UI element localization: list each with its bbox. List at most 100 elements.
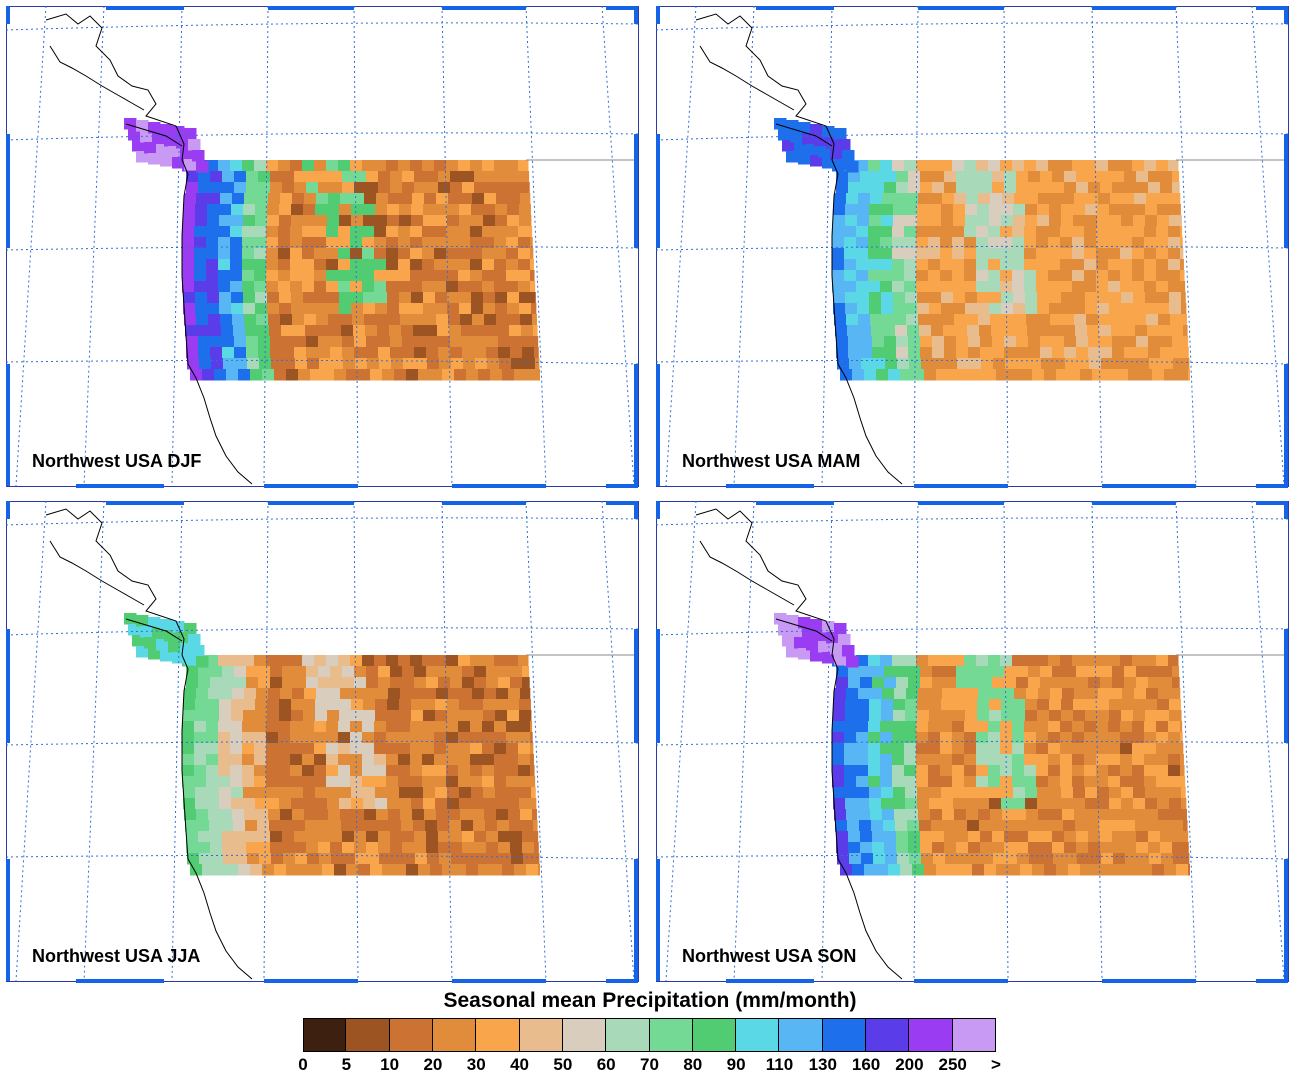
precip-cell (1136, 842, 1149, 854)
precip-cell (1112, 842, 1125, 854)
legend-tick-label: > (991, 1055, 1001, 1074)
precip-cell (422, 776, 435, 788)
precip-cell (387, 303, 400, 315)
precip-cell (818, 146, 831, 158)
precip-cell (334, 369, 347, 381)
precip-cell (1084, 743, 1097, 755)
precip-cell (932, 831, 945, 843)
precip-cell (940, 270, 953, 282)
precip-cell (350, 270, 363, 282)
precip-cell (952, 743, 965, 755)
precip-cell (1180, 281, 1186, 293)
longitude-line (263, 501, 269, 982)
precip-cell (1185, 358, 1190, 370)
precip-cell (206, 721, 219, 733)
longitude-line (353, 501, 359, 982)
precip-cell (286, 864, 299, 876)
precip-cell (1097, 292, 1110, 304)
precip-cell (834, 654, 847, 666)
precip-cell (882, 193, 895, 205)
precip-cell (932, 347, 945, 359)
precip-cell (410, 776, 423, 788)
precip-cell (290, 655, 303, 667)
precip-cell (387, 798, 400, 810)
precip-cell (1132, 237, 1145, 249)
precip-cell (966, 193, 979, 205)
precip-cell (183, 710, 196, 722)
precip-cell (362, 248, 375, 260)
precip-cell (255, 215, 268, 227)
precip-cell (279, 787, 292, 799)
precip-cell (434, 259, 447, 271)
legend-tick-label: 60 (596, 1055, 616, 1074)
precip-cell (315, 699, 328, 711)
precip-cell (182, 281, 195, 293)
precip-cell (466, 369, 479, 381)
precip-cell (1062, 809, 1075, 821)
precip-cell (483, 787, 496, 799)
precip-cell (207, 798, 220, 810)
precip-cell (378, 842, 391, 854)
precip-cell (434, 765, 447, 777)
precip-cell (303, 303, 316, 315)
precip-cell (278, 776, 291, 788)
precip-cell (518, 732, 531, 744)
precip-cell (242, 765, 255, 777)
precip-cell (990, 688, 1003, 700)
precip-cell (422, 765, 435, 777)
precip-cell (1111, 325, 1124, 337)
precip-cell (183, 787, 196, 799)
precip-cell (1182, 314, 1187, 326)
precip-cell (278, 721, 291, 733)
precip-cell (1086, 688, 1099, 700)
precip-cell (1146, 688, 1159, 700)
precip-cell (1085, 303, 1098, 315)
precip-cell (414, 677, 427, 689)
precip-cell (270, 666, 283, 678)
precip-cell (1096, 281, 1109, 293)
precip-cell (221, 820, 234, 832)
precip-cell (1181, 292, 1186, 304)
precip-cell (1028, 171, 1041, 183)
precip-cell (1064, 842, 1077, 854)
precip-cell (506, 237, 519, 249)
precip-cell (350, 160, 363, 172)
precip-cell (952, 160, 965, 172)
precip-cell (303, 787, 316, 799)
precip-cell (1072, 743, 1085, 755)
precip-cell (943, 325, 956, 337)
precip-cell (1065, 358, 1078, 370)
precip-cell (354, 347, 367, 359)
precip-cell (1048, 721, 1061, 733)
precip-cell (952, 732, 965, 744)
precip-cell (366, 182, 379, 194)
precip-cell (908, 182, 921, 194)
precip-cell (904, 743, 917, 755)
precip-cell (132, 140, 145, 152)
precip-cell (184, 688, 197, 700)
precip-cell (411, 204, 424, 216)
precip-cell (1037, 204, 1050, 216)
precip-cell (1148, 171, 1161, 183)
precip-cell (905, 787, 918, 799)
precip-cell (856, 270, 869, 282)
precip-cell (538, 864, 540, 876)
precip-cell (864, 369, 877, 381)
precip-cell (448, 809, 461, 821)
precip-cell (375, 215, 388, 227)
precip-cell (294, 831, 307, 843)
precip-cell (1012, 160, 1025, 172)
precip-cell (920, 666, 933, 678)
precip-cell (1116, 864, 1129, 876)
precip-cell (376, 193, 389, 205)
precip-cell (1064, 677, 1077, 689)
precip-cell (314, 160, 327, 172)
precip-cell (458, 754, 471, 766)
precip-cell (1004, 182, 1017, 194)
precip-cell (977, 710, 990, 722)
precip-cell (1158, 314, 1171, 326)
precip-cell (1144, 776, 1157, 788)
precip-cell (1049, 798, 1062, 810)
precip-cell (341, 820, 354, 832)
legend-swatch (432, 1018, 477, 1052)
